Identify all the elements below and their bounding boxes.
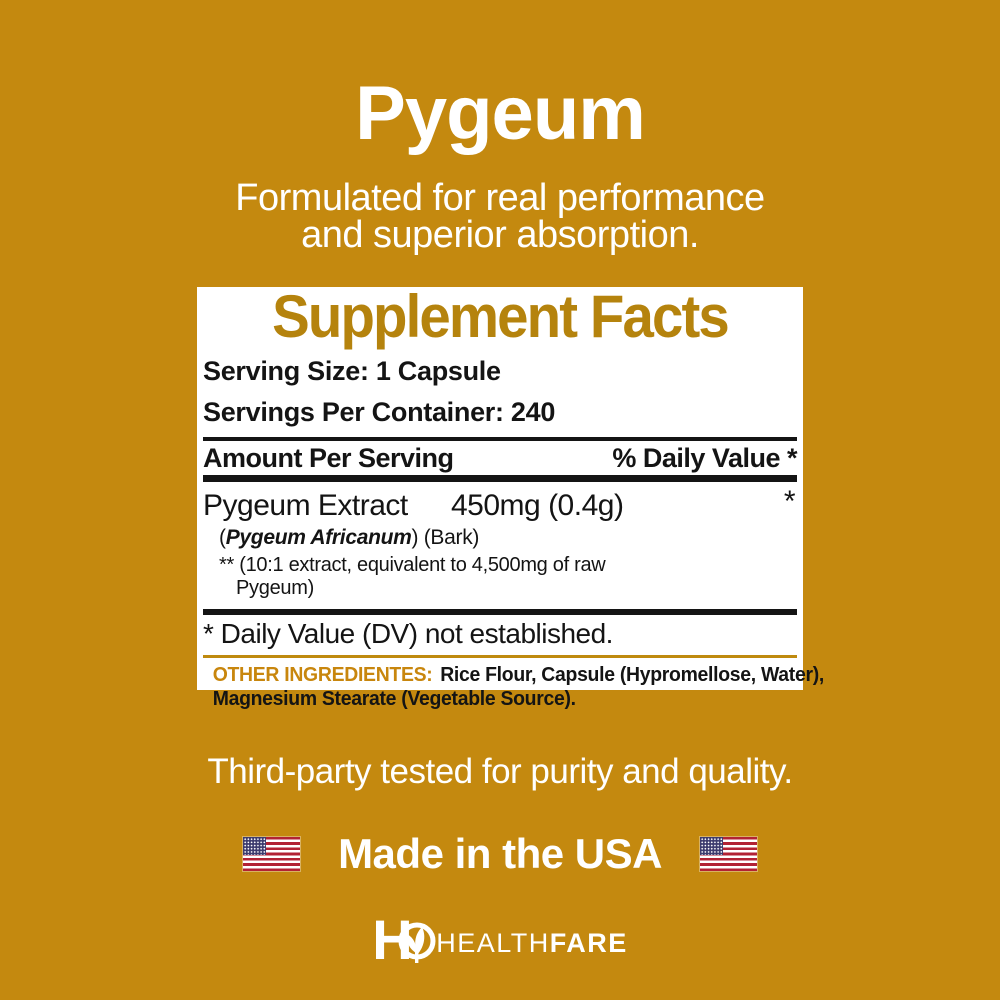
product-title: Pygeum <box>355 71 646 156</box>
subtitle-line-1: Formulated for real performance <box>235 177 765 219</box>
leaf-icon <box>396 919 436 968</box>
us-flag-icon <box>699 837 757 871</box>
nutrient-row: Pygeum Extract 450mg (0.4g) * <box>203 485 797 523</box>
amount-per-serving-header: Amount Per Serving <box>203 443 454 473</box>
latin-rest: ) (Bark) <box>411 526 480 549</box>
nutrient-amount: 450mg (0.4g) <box>451 489 624 522</box>
latin-name: Pygeum Africanum <box>225 526 412 549</box>
serving-size: Serving Size: 1 Capsule <box>203 356 501 386</box>
nutrient-name: Pygeum Extract <box>203 489 408 522</box>
facts-table-header: Amount Per Serving % Daily Value * <box>203 437 797 482</box>
subtitle-line-2: and superior absorption. <box>301 214 699 256</box>
logo-h-letter: H <box>372 908 413 971</box>
nutrient-latin-name: (Pygeum Africanum) (Bark) <box>219 526 797 550</box>
divider-rule <box>203 609 797 615</box>
made-in-usa-text: Made in the USA <box>338 830 662 877</box>
wordmark-health: HEALTH <box>436 927 550 958</box>
wordmark-fare: FARE <box>549 927 628 958</box>
daily-value-header: % Daily Value * <box>612 443 797 473</box>
servings-per-container: Servings Per Container: 240 <box>203 397 556 427</box>
healthfare-wordmark: HEALTHFARE <box>436 928 628 959</box>
brand-logo: H HEALTHFARE <box>0 908 1000 971</box>
nutrient-daily-value: * <box>783 485 796 518</box>
other-ingredients-line-1: OTHER INGREDIENTES: Rice Flour, Capsule (… <box>212 663 825 687</box>
gold-divider <box>203 655 797 658</box>
other-ingredients-label: OTHER INGREDIENTES: <box>212 664 433 686</box>
extract-note-line-2: Pygeum) <box>236 577 314 599</box>
healthfare-logo-mark: H <box>372 908 436 971</box>
supplement-facts-title: Supplement Facts <box>272 283 730 350</box>
product-subtitle: Formulated for real performance and supe… <box>0 177 1000 256</box>
other-ingredients: OTHER INGREDIENTES: Rice Flour, Capsule (… <box>203 658 825 711</box>
latin-open-paren: ( <box>219 526 226 549</box>
other-ingredients-line-2: Magnesium Stearate (Vegetable Source). <box>212 688 576 710</box>
other-ingredients-text-1: Rice Flour, Capsule (Hypromellose, Water… <box>440 664 824 686</box>
extract-note-line-1: ** (10:1 extract, equivalent to 4,500mg … <box>219 554 606 576</box>
daily-value-footnote: * Daily Value (DV) not established. <box>203 618 613 649</box>
supplement-facts-panel: Supplement Facts Serving Size: 1 Capsule… <box>197 283 824 710</box>
us-flag-icon <box>243 837 301 871</box>
tagline: Third-party tested for purity and qualit… <box>207 752 793 791</box>
made-in-usa-row: Made in the USA <box>0 830 1000 878</box>
